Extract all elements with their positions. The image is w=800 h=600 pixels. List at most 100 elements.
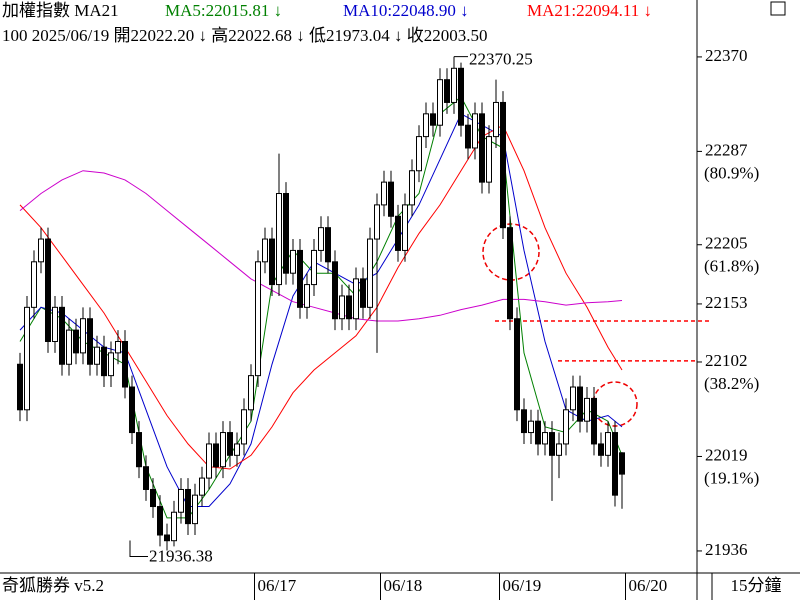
candle-body [332, 261, 338, 320]
candle-body [199, 477, 205, 496]
candle-body [486, 136, 492, 183]
y-tick-label: 22019 [705, 445, 748, 464]
candle-body [528, 420, 534, 434]
candle-body [521, 409, 527, 434]
period: 15分鐘 [731, 576, 782, 595]
candle-body [535, 420, 541, 445]
candle-body [479, 113, 485, 183]
candle-body [318, 227, 324, 251]
candle-body [115, 340, 121, 354]
candle-body [220, 432, 226, 468]
candle-body [374, 204, 380, 240]
plot-area [17, 56, 711, 551]
window-button[interactable] [770, 1, 786, 16]
y-tick-label: 22205 [705, 234, 748, 253]
candle-body [108, 352, 114, 377]
x-tick-label: 06/20 [629, 576, 668, 595]
candle-body [563, 409, 569, 445]
candle-body [549, 432, 555, 456]
candle-body [248, 375, 254, 411]
candle-body [276, 193, 282, 286]
candle-body [171, 511, 177, 542]
y-tick-label: 22287 [705, 140, 748, 159]
candle-body [409, 170, 415, 206]
candle-body [619, 452, 625, 475]
bar-info: 100 2025/06/19 開22022.20 ↓ 高22022.68 ↓ 低… [2, 26, 487, 45]
symbol: 加權指數 MA21 [2, 1, 119, 20]
candle-body [269, 238, 275, 286]
candle-body [17, 363, 23, 411]
candle-body [59, 306, 65, 365]
candle-body [381, 181, 387, 206]
candle-body [598, 443, 604, 456]
candle-body [542, 432, 548, 445]
x-tick-label: 06/17 [258, 576, 297, 595]
candle-body [472, 113, 478, 149]
candle-body [304, 284, 310, 308]
moving-average [19, 96, 623, 519]
candle-body [612, 432, 618, 496]
candle-body [150, 488, 156, 508]
candle-body [45, 238, 51, 342]
y-tick-label: 22102 [705, 351, 748, 370]
candle-body [325, 227, 331, 263]
candle-body [66, 329, 72, 365]
candle-body [101, 346, 107, 377]
candle-body [80, 318, 86, 354]
candle-body [556, 443, 562, 456]
candle-body [73, 329, 79, 354]
candle-body [234, 443, 240, 456]
candle-body [402, 204, 408, 251]
y-tick-label: 22153 [705, 293, 748, 312]
candle-body [192, 494, 198, 525]
moving-average [19, 113, 623, 507]
candle-body [451, 67, 457, 103]
candle-body [500, 101, 506, 229]
candle-body [178, 488, 184, 513]
candle-body [388, 181, 394, 217]
candle-body [38, 238, 44, 263]
candle-body [94, 346, 100, 365]
candle-body [87, 318, 93, 365]
annotation-leader [129, 540, 148, 558]
candle-body [143, 466, 149, 490]
ma-readout: MA21:22094.11 ↓ [527, 1, 652, 20]
candle-body [283, 193, 289, 274]
candle-body [227, 432, 233, 456]
candle-body [395, 215, 401, 251]
candle-body [507, 227, 513, 320]
x-tick-label: 06/18 [384, 576, 423, 595]
candle-body [430, 113, 436, 126]
candle-body [605, 432, 611, 456]
ma-readout: MA10:22048.90 ↓ [343, 1, 469, 20]
moving-average [19, 170, 623, 322]
candle-body [360, 278, 366, 308]
candle-body [164, 534, 170, 542]
candle-body [24, 306, 30, 411]
candle-body [31, 261, 37, 308]
ma-readout: MA5:22015.81 ↓ [165, 1, 282, 20]
low-annotation: 21936.38 [149, 546, 213, 565]
fib-label: (38.2%) [704, 374, 759, 393]
y-tick-label: 22370 [705, 46, 748, 65]
candle-body [129, 386, 135, 434]
candle-body [262, 238, 268, 263]
candle-body [493, 101, 499, 138]
candle-body [122, 340, 128, 388]
candle-body [297, 249, 303, 308]
candle-body [206, 443, 212, 479]
app-name: 奇狐勝券 v5.2 [2, 576, 104, 595]
y-tick-label: 21936 [705, 540, 748, 559]
fib-label: (19.1%) [704, 468, 759, 487]
candle-body [465, 124, 471, 149]
candle-body [367, 238, 373, 308]
candle-body [52, 306, 58, 342]
candle-body [136, 432, 142, 468]
candle-body [584, 397, 590, 422]
x-tick-label: 06/19 [503, 576, 542, 595]
candle-body [339, 295, 345, 320]
candle-body [353, 278, 359, 320]
candle-body [241, 409, 247, 445]
